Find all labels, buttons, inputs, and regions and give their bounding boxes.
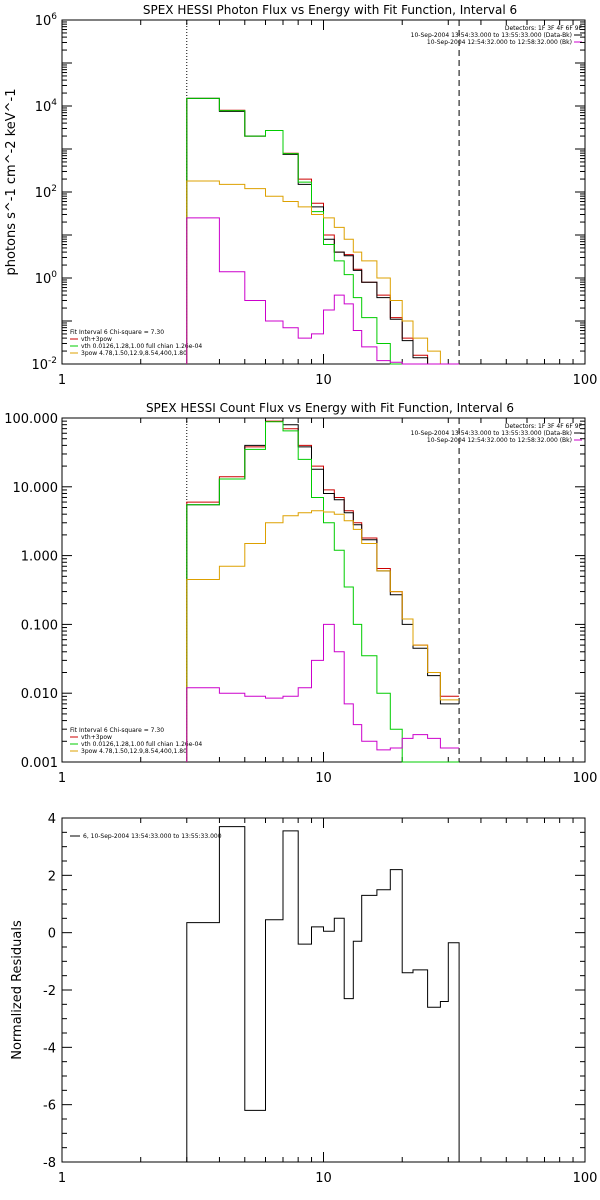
y-tick-label: 100.000: [4, 412, 58, 427]
legend-bottom-entry: 3pow 4.78,1.50,12.9,8.54,400,1.80: [81, 350, 187, 357]
y-tick-label: 0.100: [21, 618, 58, 633]
y-tick-label: 0: [48, 927, 56, 942]
x-tick-label: 1: [58, 771, 66, 786]
y-tick-label: 10-2: [31, 356, 57, 373]
series-line: [186, 510, 460, 762]
legend-bottom-entry: Fit Interval 6 Chi-square = 7.30: [70, 329, 164, 336]
y-tick-label: 4: [48, 812, 56, 827]
series-line: [186, 97, 460, 365]
y-tick-label: 102: [35, 184, 57, 201]
photon-flux-panel: SPEX HESSI Photon Flux vs Energy with Fi…: [4, 3, 597, 388]
x-tick-label: 10: [315, 771, 332, 786]
series-line: [186, 97, 460, 365]
y-tick-label: 100: [35, 270, 58, 287]
series-line: [186, 217, 460, 365]
y-tick-label: 106: [35, 12, 58, 29]
legend-top-entry: 10-Sep-2004 13:54:33.000 to 13:55:33.000…: [411, 430, 572, 437]
y-tick-label: -6: [43, 1099, 56, 1114]
legend-top-entry: Detectors: 1F 3F 4F 6F 9F: [505, 423, 583, 430]
legend-top-entry: 10-Sep-2004 13:54:33.000 to 13:55:33.000…: [411, 32, 572, 39]
series-line: [186, 826, 460, 1162]
series-line: [186, 420, 460, 762]
x-tick-label: 10: [315, 373, 332, 388]
x-tick-label: 100: [573, 1171, 598, 1186]
y-tick-label: 104: [35, 98, 58, 115]
count-flux-title: SPEX HESSI Count Flux vs Energy with Fit…: [146, 401, 514, 415]
legend-bottom-entry: vth+3pow: [81, 336, 112, 343]
count-flux-legend-bottom: Fit Interval 6 Chi-square = 7.30vth+3pow…: [70, 727, 202, 755]
series-line: [186, 417, 460, 762]
series-line: [186, 623, 460, 762]
y-tick-label: -8: [43, 1156, 56, 1171]
y-tick-label: 0.001: [21, 756, 58, 771]
photon-flux-title: SPEX HESSI Photon Flux vs Energy with Fi…: [143, 3, 517, 17]
legend-top-entry: Detectors: 1F 3F 4F 6F 9F: [505, 25, 583, 32]
y-tick-label: -4: [43, 1041, 56, 1056]
legend-bottom-entry: vth 0.0126,1.28,1.00 full chian 1.26e-04: [81, 741, 202, 748]
legend-top-entry: 10-Sep-2004 12:54:32.000 to 12:58:32.000…: [427, 437, 572, 444]
y-tick-label: 2: [48, 869, 56, 884]
y-tick-label: 0.010: [21, 687, 58, 702]
legend-bottom-entry: Fit Interval 6 Chi-square = 7.30: [70, 727, 164, 734]
legend-bottom-entry: vth 0.0126,1.28,1.00 full chian 1.26e-04: [81, 343, 202, 350]
x-tick-label: 100: [573, 373, 598, 388]
x-tick-label: 100: [573, 771, 598, 786]
x-tick-label: 1: [58, 1171, 66, 1186]
y-axis-label: Normalized Residuals: [10, 920, 25, 1060]
count-flux-panel: SPEX HESSI Count Flux vs Energy with Fit…: [4, 401, 597, 786]
legend-bottom-entry: 3pow 4.78,1.50,12.9,8.54,400,1.80: [81, 748, 187, 755]
plot-frame: [61, 817, 586, 1163]
photon-flux-legend-bottom: Fit Interval 6 Chi-square = 7.30vth+3pow…: [70, 329, 202, 357]
residuals-panel: 6, 10-Sep-2004 13:54:33.000 to 13:55:33.…: [10, 812, 597, 1186]
series-line: [186, 421, 460, 763]
legend-bottom-entry: vth+3pow: [81, 734, 112, 741]
legend-entry: 6, 10-Sep-2004 13:54:33.000 to 13:55:33.…: [83, 833, 222, 840]
y-tick-label: 10.000: [13, 481, 59, 496]
y-axis-label: photons s^-1 cm^-2 keV^-1: [4, 88, 19, 275]
series-line: [186, 97, 460, 365]
y-tick-label: 1.000: [21, 550, 58, 565]
x-tick-label: 1: [58, 373, 66, 388]
legend-top-entry: 10-Sep-2004 12:54:32.000 to 12:58:32.000…: [427, 39, 572, 46]
series-line: [186, 180, 460, 365]
residuals-legend: 6, 10-Sep-2004 13:54:33.000 to 13:55:33.…: [70, 833, 222, 840]
y-tick-label: -2: [43, 984, 56, 999]
x-tick-label: 10: [315, 1171, 332, 1186]
